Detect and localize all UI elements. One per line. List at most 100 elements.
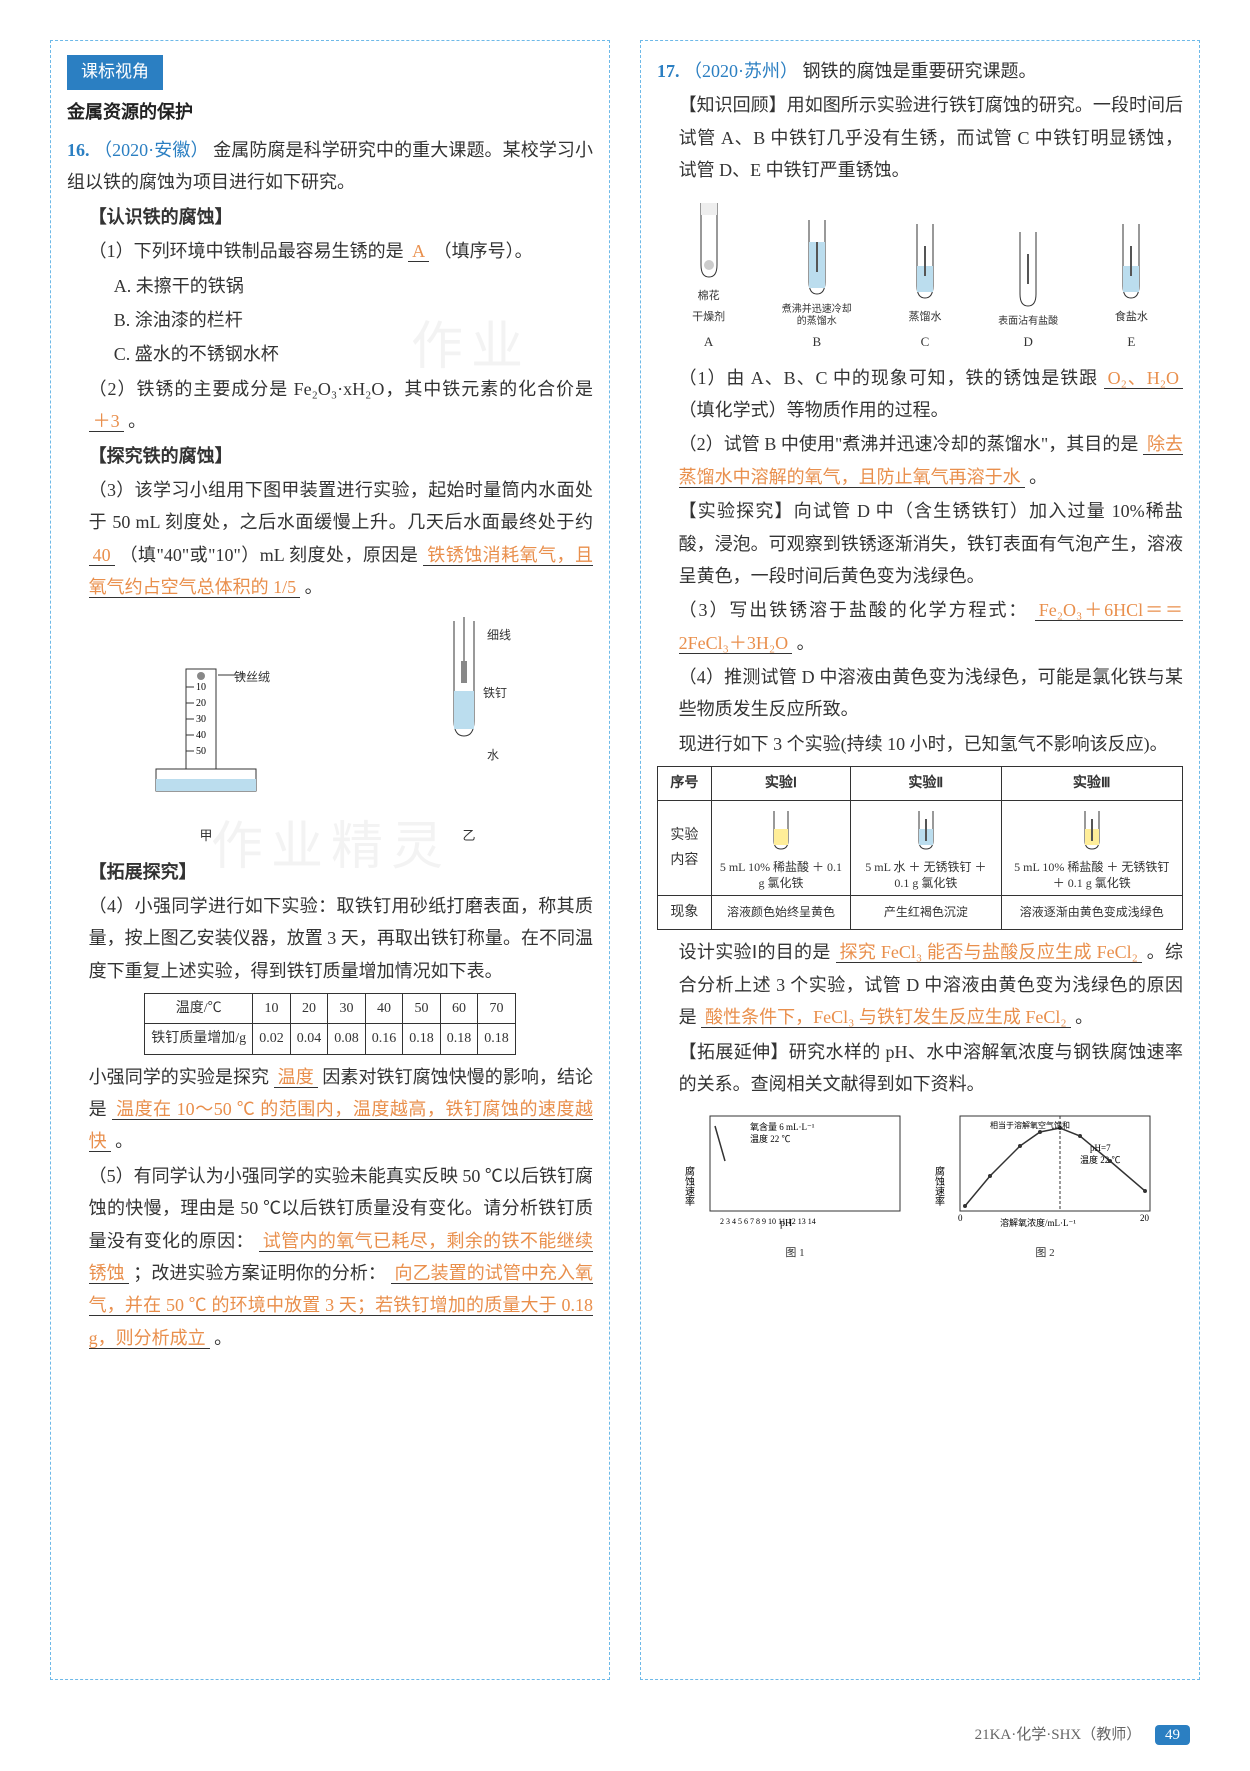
apparatus-jia: 10 20 30 40 50 铁丝绒 甲: [146, 659, 266, 848]
table-cell: 0.18: [403, 1024, 441, 1054]
apparatus-diagram: 10 20 30 40 50 铁丝绒 甲: [67, 611, 593, 847]
table-cell: 30: [328, 994, 366, 1024]
answer-blank: 探究 FeCl₃ 能否与盐酸反应生成 FeCl₂: [836, 942, 1142, 963]
tube-letter: D: [1023, 330, 1032, 353]
cell-text: 5 mL 10% 稀盐酸 ＋ 0.1 g 氯化铁: [718, 860, 844, 891]
table-cell: 0.16: [365, 1024, 403, 1054]
question-source: （2020·苏州）: [684, 61, 798, 81]
label-water: 水: [487, 745, 499, 767]
temperature-table: 温度/℃ 10 20 30 40 50 60 70 铁钉质量增加/g 0.02 …: [144, 993, 515, 1054]
q16-5: （5）有同学认为小强同学的实验未能真实反映 50 ℃以后铁钉腐蚀的快慢，理由是 …: [89, 1160, 593, 1354]
question-source: （2020·安徽）: [94, 140, 208, 160]
svg-text:腐蚀速率: 腐蚀速率: [933, 1165, 945, 1207]
svg-text:30: 30: [196, 714, 206, 725]
table-cell: 40: [365, 994, 403, 1024]
table-cell: 10: [253, 994, 291, 1024]
q16-4b: 小强同学的实验是探究 温度 因素对铁钉腐蚀快慢的影响，结论是 温度在 10～50…: [89, 1061, 593, 1158]
tube-c: 蒸馏水 C: [895, 216, 955, 353]
text: （填"40"或"10"）mL 刻度处，原因是: [120, 545, 419, 565]
svg-text:40: 40: [196, 730, 206, 741]
extension: 【拓展延伸】研究水样的 pH、水中溶解氧浓度与钢铁腐蚀速率的关系。查阅相关文献得…: [679, 1036, 1183, 1101]
svg-text:20: 20: [196, 698, 206, 709]
q17-2: （2）试管 B 中使用"煮沸并迅速冷却的蒸馏水"，其目的是 除去蒸馏水中溶解的氧…: [679, 428, 1183, 493]
svg-text:氧含量 6 mL·L⁻¹: 氧含量 6 mL·L⁻¹: [750, 1121, 815, 1132]
text: （填化学式）等物质作用的过程。: [679, 400, 949, 420]
chart-1: 腐蚀速率 pH 2 3 4 5 6 7 8 9 10 11 12 13 14 氧…: [680, 1106, 910, 1264]
svg-text:温度 22 ℃: 温度 22 ℃: [750, 1133, 791, 1144]
q17-3: （3）写出铁锈溶于盐酸的化学方程式： Fe₂O₃＋6HCl＝＝2FeCl₃＋3H…: [679, 594, 1183, 659]
table-row: 序号 实验Ⅰ 实验Ⅱ 实验Ⅲ: [658, 767, 1183, 801]
text: 。: [1075, 1007, 1093, 1027]
table-cell: 0.08: [328, 1024, 366, 1054]
label-iron-wool: 铁丝绒: [234, 667, 270, 689]
table-cell: 70: [478, 994, 516, 1024]
answer-blank: A: [408, 241, 429, 262]
table-cell: 0.18: [478, 1024, 516, 1054]
tubes-diagram: 棉花 干燥剂 A 煮沸并迅速冷却的蒸馏水 B 蒸馏水 C 表面沾有盐酸 D: [657, 195, 1183, 354]
svg-text:10: 10: [196, 682, 206, 693]
text: （1）下列环境中铁制品最容易生锈的是: [89, 241, 404, 261]
svg-text:20: 20: [1140, 1213, 1150, 1223]
q16-3: （3）该学习小组用下图甲装置进行实验，起始时量筒内水面处于 50 mL 刻度处，…: [89, 474, 593, 604]
text: 。: [115, 1131, 133, 1151]
tube-label-c: 蒸馏水: [908, 308, 941, 328]
charts: 腐蚀速率 pH 2 3 4 5 6 7 8 9 10 11 12 13 14 氧…: [657, 1106, 1183, 1264]
svg-text:溶解氧浓度/mL·L⁻¹: 溶解氧浓度/mL·L⁻¹: [1000, 1217, 1076, 1228]
tube-label-b: 煮沸并迅速冷却的蒸馏水: [782, 304, 852, 328]
tube-d: 表面沾有盐酸 D: [998, 224, 1058, 353]
page-footer: 21KA·化学·SHX（教师） 49: [975, 1722, 1190, 1749]
question-number: 17.: [657, 61, 680, 81]
table-header: 序号: [658, 767, 712, 801]
knowledge-review: 【知识回顾】用如图所示实验进行铁钉腐蚀的研究。一段时间后试管 A、B 中铁钉几乎…: [679, 89, 1183, 186]
chart-caption: 图 2: [930, 1244, 1160, 1264]
experiment-table: 序号 实验Ⅰ 实验Ⅱ 实验Ⅲ 实验内容 5 mL 10% 稀盐酸 ＋ 0.1 g…: [657, 766, 1183, 930]
svg-text:pH=7: pH=7: [1090, 1143, 1111, 1153]
text: 。: [214, 1328, 232, 1348]
answer-blank: 酸性条件下，FeCl₃ 与铁钉发生反应生成 FeCl₂: [701, 1007, 1071, 1028]
table-header: 温度/℃: [145, 994, 253, 1024]
q17-4b: 现进行如下 3 个实验(持续 10 小时，已知氢气不影响该反应)。: [679, 728, 1183, 760]
svg-text:腐蚀速率: 腐蚀速率: [683, 1165, 695, 1207]
option-b: B. 涂油漆的栏杆: [114, 304, 593, 336]
tube-b: 煮沸并迅速冷却的蒸馏水 B: [782, 212, 852, 353]
q16-1: （1）下列环境中铁制品最容易生锈的是 A （填序号）。: [89, 235, 593, 267]
table-header: 实验Ⅲ: [1001, 767, 1182, 801]
svg-text:50: 50: [196, 746, 206, 757]
table-header: 现象: [658, 896, 712, 930]
page-number: 49: [1155, 1725, 1190, 1745]
table-cell: 50: [403, 994, 441, 1024]
table-header: 实验内容: [658, 801, 712, 896]
table-cell: 5 mL 10% 稀盐酸 ＋ 0.1 g 氯化铁: [711, 801, 850, 896]
tube-letter: A: [704, 330, 713, 353]
tube-label-d: 表面沾有盐酸: [998, 316, 1058, 328]
answer-blank: 40: [89, 545, 115, 566]
answer-blank: ＋3: [89, 411, 124, 432]
text: （3）写出铁锈溶于盐酸的化学方程式：: [679, 600, 1029, 620]
table-row: 铁钉质量增加/g 0.02 0.04 0.08 0.16 0.18 0.18 0…: [145, 1024, 515, 1054]
q17-title: 17. （2020·苏州） 钢铁的腐蚀是重要研究课题。: [657, 55, 1183, 87]
text: （3）该学习小组用下图甲装置进行实验，起始时量筒内水面处于 50 mL 刻度处，…: [89, 480, 593, 532]
footer-text: 21KA·化学·SHX（教师）: [975, 1727, 1142, 1743]
tube-letter: E: [1127, 330, 1135, 353]
caption-jia: 甲: [199, 824, 212, 847]
text: 小强同学的实验是探究: [89, 1067, 270, 1087]
answer-blank: O₂、H₂O: [1104, 368, 1183, 389]
label-nail: 铁钉: [483, 683, 507, 705]
text: 设计实验Ⅰ的目的是: [679, 942, 831, 962]
right-column: 17. （2020·苏州） 钢铁的腐蚀是重要研究课题。 【知识回顾】用如图所示实…: [640, 40, 1200, 1680]
text: 。: [1029, 467, 1047, 487]
subsection-heading: 金属资源的保护: [67, 96, 593, 128]
cell-text: 5 mL 水 ＋ 无锈铁钉 ＋ 0.1 g 氯化铁: [857, 860, 994, 891]
text: 。: [128, 411, 146, 431]
option-a: A. 未擦干的铁锅: [114, 270, 593, 302]
left-column: 作业 作业精灵 课标视角 金属资源的保护 16. （2020·安徽） 金属防腐是…: [50, 40, 610, 1680]
table-row: 实验内容 5 mL 10% 稀盐酸 ＋ 0.1 g 氯化铁 5 mL 水 ＋ 无…: [658, 801, 1183, 896]
table-header: 实验Ⅱ: [851, 767, 1001, 801]
caption-yi: 乙: [462, 824, 475, 847]
svg-text:0: 0: [958, 1213, 963, 1223]
q16-2: （2）铁锈的主要成分是 Fe₂O₃·xH₂O，其中铁元素的化合价是 ＋3 。: [89, 373, 593, 438]
chart-caption: 图 1: [680, 1244, 910, 1264]
table-cell: 0.18: [440, 1024, 478, 1054]
table-cell: 0.04: [290, 1024, 328, 1054]
table-cell: 0.02: [253, 1024, 291, 1054]
